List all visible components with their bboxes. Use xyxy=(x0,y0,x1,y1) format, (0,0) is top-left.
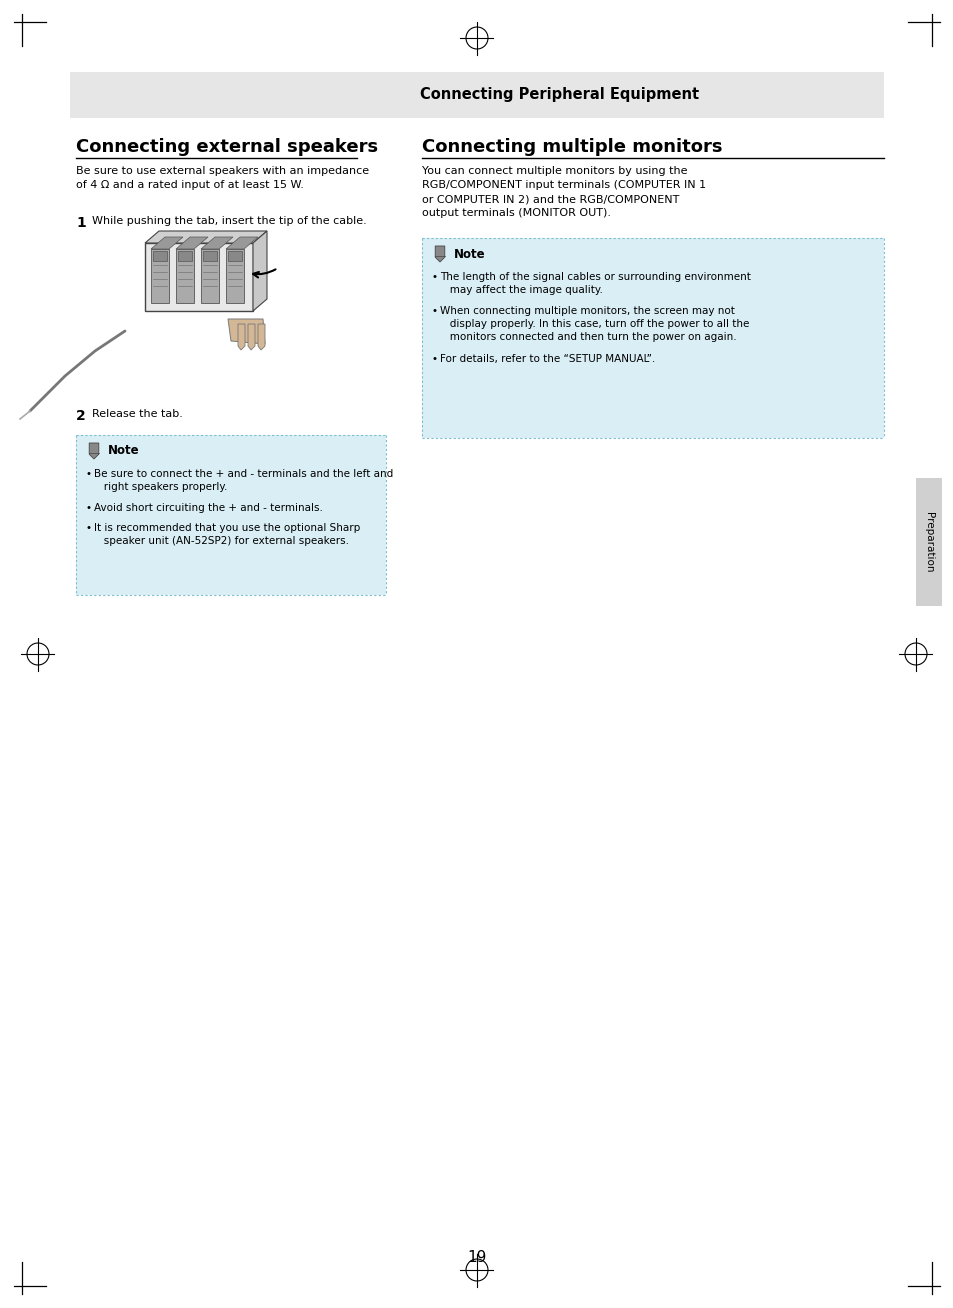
Polygon shape xyxy=(151,237,183,249)
Text: While pushing the tab, insert the tip of the cable.: While pushing the tab, insert the tip of… xyxy=(91,216,366,226)
Bar xyxy=(915,477,941,606)
Bar xyxy=(201,249,219,303)
Text: Be sure to connect the + and - terminals and the left and
   right speakers prop: Be sure to connect the + and - terminals… xyxy=(94,470,393,492)
Bar xyxy=(151,249,169,303)
Bar xyxy=(178,251,192,262)
Text: Release the tab.: Release the tab. xyxy=(91,409,183,419)
Text: •: • xyxy=(86,470,91,479)
Text: •: • xyxy=(86,504,91,513)
Polygon shape xyxy=(257,324,265,351)
Bar xyxy=(421,238,883,438)
Polygon shape xyxy=(228,319,265,344)
Bar xyxy=(152,251,167,262)
Polygon shape xyxy=(248,324,254,351)
Text: Avoid short circuiting the + and - terminals.: Avoid short circuiting the + and - termi… xyxy=(94,504,322,513)
Polygon shape xyxy=(175,237,208,249)
Bar xyxy=(76,436,386,595)
Bar xyxy=(203,251,216,262)
Text: Note: Note xyxy=(108,445,139,458)
Text: 19: 19 xyxy=(467,1250,486,1266)
Text: Connecting multiple monitors: Connecting multiple monitors xyxy=(421,139,721,156)
Polygon shape xyxy=(90,443,99,459)
Text: •: • xyxy=(432,354,437,364)
Text: Connecting Peripheral Equipment: Connecting Peripheral Equipment xyxy=(420,88,699,102)
Text: •: • xyxy=(432,272,437,283)
Text: Note: Note xyxy=(454,247,485,260)
Text: •: • xyxy=(86,523,91,532)
Bar xyxy=(226,249,244,303)
Text: 1: 1 xyxy=(76,216,86,230)
Polygon shape xyxy=(201,237,233,249)
Text: Be sure to use external speakers with an impedance
of 4 Ω and a rated input of a: Be sure to use external speakers with an… xyxy=(76,166,369,190)
Text: Connecting external speakers: Connecting external speakers xyxy=(76,139,377,156)
Bar xyxy=(70,72,883,118)
Text: The length of the signal cables or surrounding environment
   may affect the ima: The length of the signal cables or surro… xyxy=(439,272,750,296)
Bar xyxy=(228,251,242,262)
Polygon shape xyxy=(237,324,245,351)
Polygon shape xyxy=(435,246,444,262)
Polygon shape xyxy=(253,232,267,311)
Text: Preparation: Preparation xyxy=(923,511,933,573)
Text: You can connect multiple monitors by using the
RGB/COMPONENT input terminals (CO: You can connect multiple monitors by usi… xyxy=(421,166,705,218)
Polygon shape xyxy=(226,237,257,249)
Text: It is recommended that you use the optional Sharp
   speaker unit (AN-52SP2) for: It is recommended that you use the optio… xyxy=(94,523,360,547)
Text: For details, refer to the “SETUP MANUAL”.: For details, refer to the “SETUP MANUAL”… xyxy=(439,354,655,364)
Text: 2: 2 xyxy=(76,409,86,422)
Bar xyxy=(175,249,193,303)
Text: •: • xyxy=(432,306,437,317)
Text: When connecting multiple monitors, the screen may not
   display properly. In th: When connecting multiple monitors, the s… xyxy=(439,306,749,343)
Bar xyxy=(145,243,253,311)
Polygon shape xyxy=(145,232,267,243)
